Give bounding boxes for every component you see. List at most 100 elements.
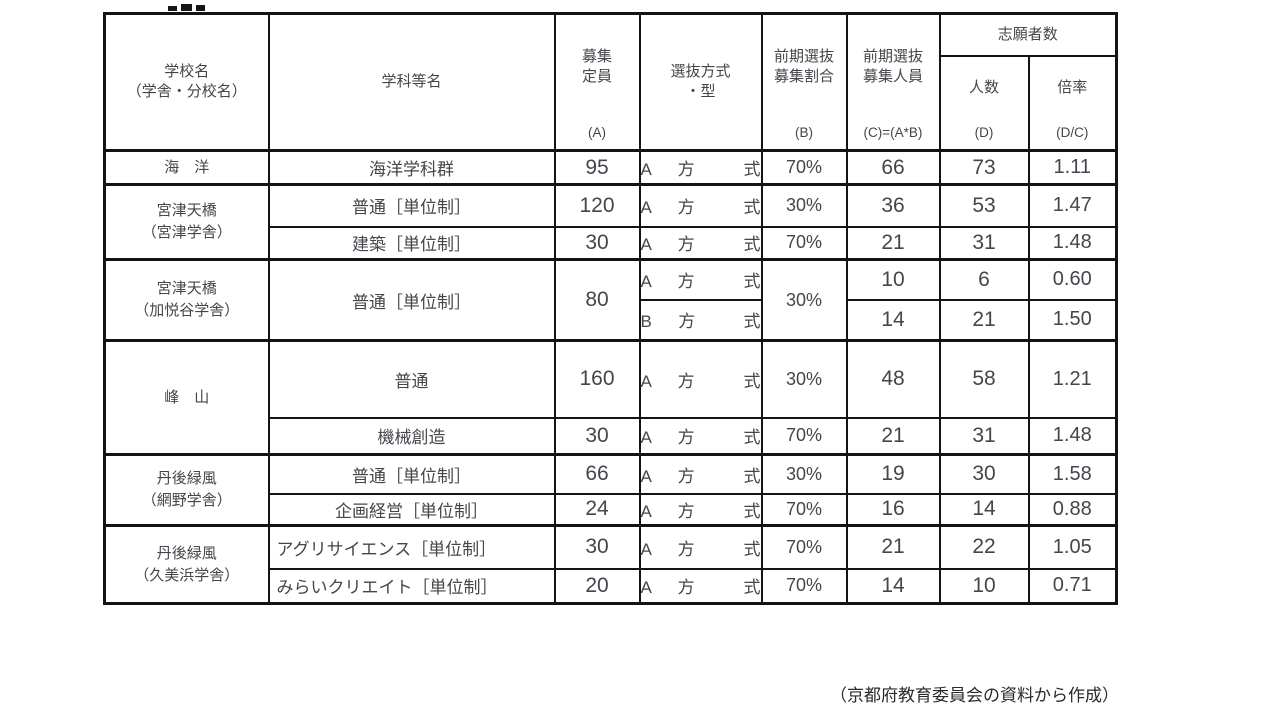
cell-applicants: 58 [938, 339, 1030, 419]
cell-method: A 方 式 [638, 339, 763, 419]
header-quota-code: (C)=(A*B) [863, 125, 923, 140]
cropped-text-fragment [196, 5, 205, 11]
cell-dept: 建築［単位制］ [267, 225, 556, 261]
table-row: 建築［単位制］ 30 A 方 式 70% 21 31 1.48 [105, 225, 1118, 261]
header-applicants-group: 志願者数 [938, 12, 1118, 57]
cell-quota: 48 [845, 339, 941, 419]
header-ratio-code: (B) [795, 125, 813, 140]
source-caption: （京都府教育委員会の資料から作成） [830, 686, 1119, 705]
cell-ratio: 30% [760, 339, 848, 419]
cell-dept: 企画経営［単位制］ [267, 492, 556, 527]
cell-applicants: 14 [938, 492, 1030, 527]
header-quota: 前期選抜 募集人員 (C)=(A*B) [845, 12, 941, 152]
cell-applicants: 21 [938, 298, 1030, 342]
cell-ratio: 70% [760, 524, 848, 570]
cell-method: A 方 式 [638, 524, 763, 570]
header-capacity: 募集 定員 (A) [553, 12, 641, 152]
cell-rate: 0.88 [1027, 492, 1118, 527]
cell-ratio: 30% [760, 258, 848, 342]
cell-capacity: 66 [553, 453, 641, 495]
cell-rate: 1.11 [1027, 149, 1118, 186]
cell-capacity: 80 [553, 258, 641, 342]
header-applicant-count-code: (D) [974, 125, 994, 140]
cell-method: A 方 式 [638, 453, 763, 495]
cell-rate: 1.47 [1027, 183, 1118, 228]
cell-quota: 66 [845, 149, 941, 186]
cell-capacity: 20 [553, 567, 641, 605]
table-row: 企画経営［単位制］ 24 A 方 式 70% 16 14 0.88 [105, 492, 1118, 527]
cell-dept: 海洋学科群 [267, 149, 556, 186]
cell-applicants: 73 [938, 149, 1030, 186]
cell-dept: 普通［単位制］ [267, 183, 556, 228]
cell-applicants: 30 [938, 453, 1030, 495]
cell-ratio: 30% [760, 453, 848, 495]
cell-quota: 21 [845, 524, 941, 570]
cell-rate: 1.50 [1027, 298, 1118, 342]
cell-method: A 方 式 [638, 258, 763, 301]
cell-quota: 16 [845, 492, 941, 527]
cell-capacity: 30 [553, 416, 641, 456]
header-applicant-count: 人数 (D) [938, 54, 1030, 152]
cell-method: A 方 式 [638, 416, 763, 456]
cell-quota: 14 [845, 567, 941, 605]
cell-ratio: 30% [760, 183, 848, 228]
admissions-table: 学校名 （学舎・分校名） 学科等名 募集 定員 (A) 選抜方式 ・型 前期選抜… [103, 12, 1119, 605]
cell-school: 宮津天橋 （宮津学舎） [103, 183, 270, 261]
header-method: 選抜方式 ・型 [638, 12, 763, 152]
cell-quota: 36 [845, 183, 941, 228]
table-row: B 方 式 14 21 1.50 [105, 298, 1118, 342]
cell-rate: 0.71 [1027, 567, 1118, 605]
header-capacity-code: (A) [588, 125, 606, 140]
cell-ratio: 70% [760, 567, 848, 605]
table-row: 丹後緑風 （久美浜学舎） アグリサイエンス［単位制］ 30 A 方 式 70% … [103, 524, 1118, 605]
cell-school: 宮津天橋 （加悦谷学舎） [103, 258, 270, 342]
header-rate: 倍率 (D/C) [1027, 54, 1118, 152]
cell-school: 海 洋 [103, 149, 270, 186]
table-row: 海 洋 海洋学科群 95 A 方 式 70% 66 73 1.11 [103, 149, 1118, 186]
cell-school: 峰 山 [103, 339, 270, 456]
cell-rate: 1.21 [1027, 339, 1118, 419]
cell-capacity: 120 [553, 183, 641, 228]
table-row: 機械創造 30 A 方 式 70% 21 31 1.48 [105, 416, 1118, 456]
cell-capacity: 30 [553, 225, 641, 261]
cell-school: 丹後緑風 （網野学舎） [103, 453, 270, 527]
cell-rate: 1.58 [1027, 453, 1118, 495]
cropped-text-fragment [168, 6, 177, 11]
header-rate-code: (D/C) [1056, 125, 1089, 140]
cell-dept: みらいクリエイト［単位制］ [267, 567, 556, 605]
table-row: 峰 山 普通 160 A 方 式 30% 48 58 1.21 [103, 339, 1118, 456]
cell-dept: 普通［単位制］ [267, 258, 556, 342]
cell-school: 丹後緑風 （久美浜学舎） [103, 524, 270, 605]
cell-dept: 普通 [267, 339, 556, 419]
cell-rate: 1.48 [1027, 416, 1118, 456]
cell-method: A 方 式 [638, 567, 763, 605]
cell-rate: 1.05 [1027, 524, 1118, 570]
header-dept: 学科等名 [267, 12, 556, 152]
cell-dept: 機械創造 [267, 416, 556, 456]
cell-method: A 方 式 [638, 149, 763, 186]
cell-ratio: 70% [760, 492, 848, 527]
cell-ratio: 70% [760, 149, 848, 186]
cell-capacity: 30 [553, 524, 641, 570]
cell-applicants: 6 [938, 258, 1030, 301]
cell-quota: 21 [845, 416, 941, 456]
cell-ratio: 70% [760, 225, 848, 261]
cell-ratio: 70% [760, 416, 848, 456]
table-row: 宮津天橋 （加悦谷学舎） 普通［単位制］ 80 A 方 式 30% 10 6 0… [103, 258, 1118, 342]
cell-method: A 方 式 [638, 225, 763, 261]
table-row: 宮津天橋 （宮津学舎） 普通［単位制］ 120 A 方 式 30% 36 53 … [103, 183, 1118, 261]
table-row: 丹後緑風 （網野学舎） 普通［単位制］ 66 A 方 式 30% 19 30 1… [103, 453, 1118, 527]
cell-capacity: 160 [553, 339, 641, 419]
cell-method: A 方 式 [638, 492, 763, 527]
cell-capacity: 95 [553, 149, 641, 186]
cell-dept: アグリサイエンス［単位制］ [267, 524, 556, 570]
cropped-text-fragment [181, 4, 192, 11]
cell-rate: 0.60 [1027, 258, 1118, 301]
cell-method: B 方 式 [638, 298, 763, 342]
cell-method: A 方 式 [638, 183, 763, 228]
cell-applicants: 22 [938, 524, 1030, 570]
cell-quota: 21 [845, 225, 941, 261]
cell-quota: 10 [845, 258, 941, 301]
cell-dept: 普通［単位制］ [267, 453, 556, 495]
header-ratio: 前期選抜 募集割合 (B) [760, 12, 848, 152]
